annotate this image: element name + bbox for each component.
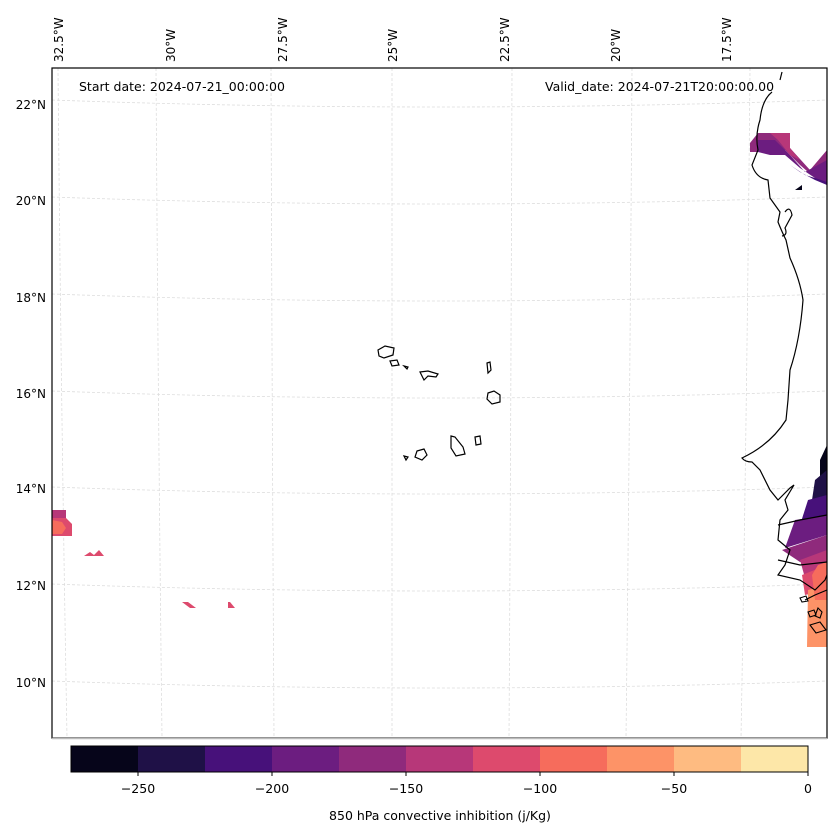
cin-contour-patch <box>228 602 235 608</box>
cin-contour-patch <box>785 515 827 548</box>
lon-tick-label: 32.5°W <box>52 17 66 62</box>
island-outline <box>402 455 409 462</box>
colorbar-swatch <box>138 746 206 772</box>
meridian-gridline <box>625 67 633 739</box>
colorbar-tick-label: −250 <box>120 781 156 796</box>
lat-tick-label: 12°N <box>15 579 46 593</box>
colorbar-swatch <box>741 746 809 772</box>
cin-contour-patch <box>52 520 66 534</box>
lat-tick-label: 14°N <box>15 482 46 496</box>
lat-tick-label: 22°N <box>15 98 46 112</box>
colorbar-tick-label: −150 <box>388 781 424 796</box>
map-frame <box>51 67 828 739</box>
parallel-gridline <box>51 583 828 592</box>
cin-contour-patch <box>812 562 827 600</box>
parallel-gridline <box>51 390 828 399</box>
parallel-gridline <box>51 293 828 302</box>
start-date-label: Start date: 2024-07-21_00:00:00 <box>79 79 285 94</box>
colorbar-swatch <box>272 746 340 772</box>
colorbar-swatch <box>674 746 742 772</box>
colorbar-swatch <box>339 746 407 772</box>
meridian-gridline <box>155 67 163 739</box>
coastlines <box>377 71 828 634</box>
island-outline <box>474 435 482 446</box>
parallel-gridline <box>51 99 828 108</box>
island-outline <box>414 448 428 461</box>
island-outline <box>377 345 395 359</box>
meridian-gridline <box>57 67 68 739</box>
island-outline <box>799 595 809 603</box>
lat-tick-label: 20°N <box>15 194 46 208</box>
gridlines <box>51 67 828 739</box>
cin-contour-patch <box>790 165 827 185</box>
parallel-gridline <box>51 680 828 689</box>
island-outline <box>402 364 409 371</box>
coastline <box>777 559 828 566</box>
cin-contour-patch <box>52 510 66 518</box>
lon-tick-label: 27.5°W <box>276 17 290 62</box>
colorbar-tick-label: −100 <box>522 781 558 796</box>
parallel-gridline <box>51 196 828 205</box>
cin-filled-contours <box>52 133 827 647</box>
colorbar-swatch <box>406 746 474 772</box>
meridian-gridline <box>270 67 275 739</box>
lon-tick-label: 30°W <box>164 28 178 62</box>
island-outline <box>389 359 400 367</box>
colorbar <box>70 745 809 776</box>
cin-contour-patch <box>795 185 802 190</box>
lon-tick-label: 25°W <box>386 28 400 62</box>
island-outline <box>419 370 439 382</box>
coastline <box>804 589 828 601</box>
lon-tick-label: 22.5°W <box>498 17 512 62</box>
colorbar-swatch <box>540 746 608 772</box>
island-outline <box>809 621 827 634</box>
colorbar-tick-label: −50 <box>660 781 688 796</box>
colorbar-label: 850 hPa convective inhibition (j/Kg) <box>329 808 551 823</box>
lon-tick-label: 17.5°W <box>720 17 734 62</box>
meridian-gridline <box>740 67 751 739</box>
colorbar-swatch <box>473 746 541 772</box>
cin-contour-patch <box>182 602 196 608</box>
coastline <box>741 71 828 591</box>
island-outline <box>486 361 492 375</box>
colorbar-swatch <box>71 746 139 772</box>
coastline <box>777 514 828 526</box>
lon-tick-label: 20°W <box>609 28 623 62</box>
island-outline <box>814 607 823 619</box>
island-outline <box>807 609 817 618</box>
lat-tick-label: 18°N <box>15 291 46 305</box>
colorbar-swatch <box>607 746 675 772</box>
cin-contour-patch <box>820 445 827 480</box>
parallel-gridline <box>51 486 828 495</box>
island-outline <box>450 435 466 457</box>
cin-contour-patch <box>770 133 800 160</box>
valid-date-label: Valid_date: 2024-07-21T20:00:00.00 <box>545 79 775 94</box>
island-outline <box>486 390 501 405</box>
lat-tick-label: 10°N <box>15 676 46 690</box>
cin-contour-patch <box>758 140 827 185</box>
cin-contour-patch <box>812 470 827 500</box>
colorbar-tick-label: −200 <box>254 781 290 796</box>
colorbar-outline <box>70 745 809 773</box>
cin-contour-patch <box>84 550 104 556</box>
coastline <box>781 208 793 237</box>
lat-tick-label: 16°N <box>15 387 46 401</box>
colorbar-swatch <box>205 746 273 772</box>
meridian-gridline <box>508 67 513 739</box>
colorbar-tick-label: 0 <box>804 781 812 796</box>
